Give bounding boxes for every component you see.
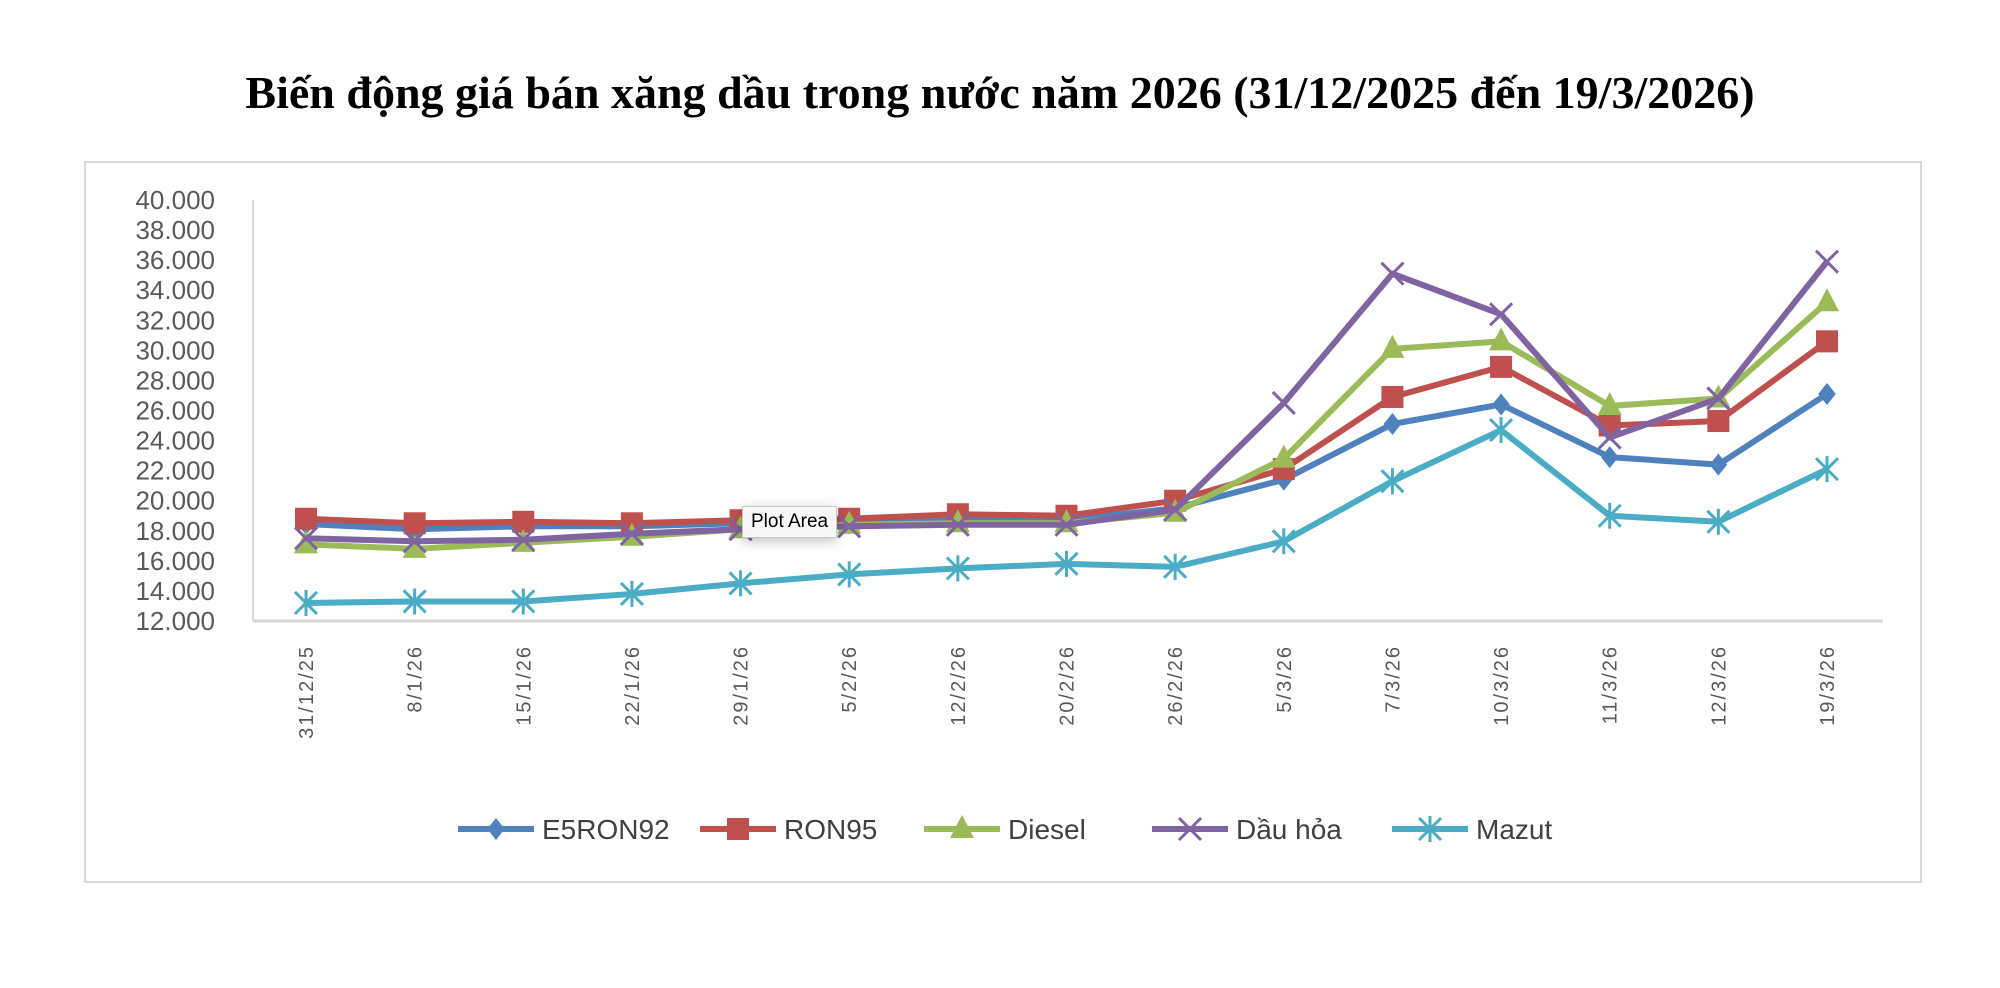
y-tick-label: 24.000 [135,426,215,456]
legend-label: Mazut [1476,814,1552,845]
x-tick-label: 7/3/26 [1382,645,1404,713]
diamond-marker [1600,446,1619,469]
triangle-marker [1380,334,1405,358]
asterisk-marker [1054,550,1079,577]
triangle-marker [402,534,427,558]
legend-label: RON95 [784,814,877,845]
square-marker [1381,385,1404,408]
asterisk-marker [1271,528,1296,555]
x-tick-label: 10/3/26 [1491,645,1513,726]
series-dầu-hỏa [293,249,1840,554]
x-marker [511,527,536,552]
diamond-marker [1492,393,1510,416]
asterisk-marker [728,570,753,597]
asterisk-marker [945,555,970,582]
square-marker [727,818,749,840]
x-marker [1489,302,1514,327]
y-tick-label: 22.000 [135,456,215,486]
x-marker [402,529,427,554]
legend-item[interactable]: Diesel [924,814,1086,845]
x-tick-label: 31/12/25 [296,645,318,739]
triangle-marker [950,815,974,838]
x-tick-label: 22/1/26 [622,645,644,726]
diamond-marker [487,818,505,840]
x-tick-label: 11/3/26 [1600,645,1622,724]
triangle-marker [1271,444,1296,468]
legend-item[interactable]: E5RON92 [458,814,670,845]
x-tick-label: 29/1/26 [731,645,753,726]
square-marker [1707,410,1730,433]
x-marker [945,512,970,537]
y-tick-label: 40.000 [135,185,215,215]
square-marker [1816,330,1838,353]
y-tick-label: 20.000 [135,486,215,516]
x-tick-label: 20/2/26 [1057,645,1079,726]
chart-area[interactable] [84,161,1922,883]
x-marker [293,526,319,551]
x-marker [619,521,644,546]
x-tick-label: 5/3/26 [1274,645,1296,713]
legend-label: Dầu hỏa [1236,814,1342,845]
x-marker [1177,816,1203,842]
x-marker [837,514,862,539]
asterisk-marker [293,589,319,616]
x-marker [1054,512,1079,537]
y-tick-label: 30.000 [135,335,215,365]
asterisk-marker [837,561,862,588]
x-marker [1271,390,1296,416]
asterisk-marker [1163,553,1188,580]
x-marker [1163,497,1188,522]
x-marker [1814,249,1840,274]
x-marker [1380,261,1405,286]
triangle-marker [1815,288,1839,312]
plot-area-tooltip: Plot Area [742,506,838,538]
square-marker [403,512,426,535]
square-marker [1490,355,1513,378]
asterisk-marker [1597,502,1622,529]
asterisk-marker [402,588,427,615]
asterisk-marker [511,588,536,615]
chart-title: Biến động giá bán xăng dầu trong nước nă… [245,67,1755,118]
legend-item[interactable]: Dầu hỏa [1152,814,1342,845]
asterisk-marker [1706,508,1731,535]
y-tick-label: 26.000 [135,396,215,426]
x-tick-label: 26/2/26 [1165,645,1187,726]
square-marker [295,507,317,530]
y-tick-label: 14.000 [135,576,215,606]
y-tick-label: 38.000 [135,215,215,245]
legend-label: Diesel [1008,814,1086,845]
x-tick-label: 15/1/26 [513,645,535,726]
y-tick-label: 36.000 [135,245,215,275]
series-mazut [293,417,1840,616]
asterisk-marker [1489,417,1514,444]
legend-label: E5RON92 [542,814,670,845]
diamond-marker [1383,413,1402,436]
y-tick-label: 18.000 [135,516,215,546]
y-tick-label: 28.000 [135,365,215,395]
x-marker [1597,425,1622,450]
legend-item[interactable]: RON95 [700,814,877,845]
square-marker [512,510,535,533]
y-tick-label: 12.000 [135,606,215,636]
triangle-marker [1597,391,1622,415]
legend-item[interactable]: Mazut [1392,814,1552,845]
asterisk-marker [619,580,644,607]
triangle-marker [294,530,318,554]
x-tick-label: 8/1/26 [405,645,427,713]
y-tick-label: 16.000 [135,546,215,576]
triangle-marker [1489,327,1514,351]
asterisk-marker [1380,468,1405,495]
x-tick-label: 12/3/26 [1708,645,1730,726]
asterisk-marker [1814,456,1840,483]
diamond-marker [1818,382,1836,405]
diamond-marker [1709,453,1728,476]
y-tick-label: 32.000 [135,305,215,335]
x-tick-label: 19/3/26 [1817,645,1839,726]
asterisk-marker [1417,816,1443,842]
x-tick-label: 12/2/26 [948,645,970,726]
x-marker [1706,386,1731,411]
y-tick-label: 34.000 [135,275,215,305]
x-tick-label: 5/2/26 [839,645,861,713]
